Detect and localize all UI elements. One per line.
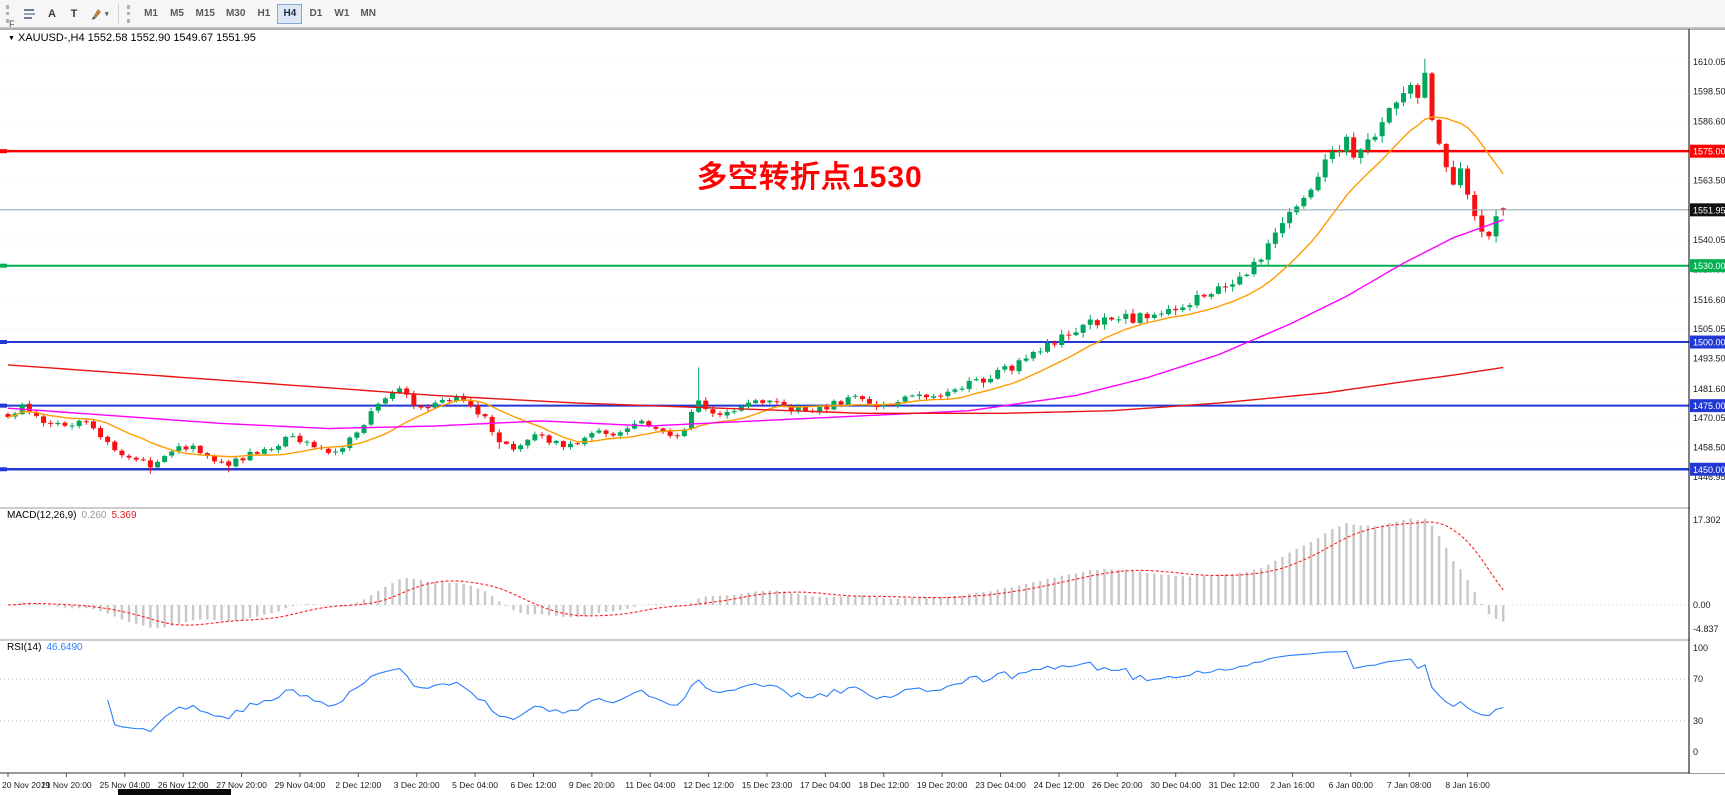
time-axis-label: 6 Jan 00:00	[1329, 780, 1374, 790]
time-axis-label: 25 Nov 04:00	[99, 780, 150, 790]
time-axis-label: 17 Dec 04:00	[800, 780, 851, 790]
timeframe-button-w1[interactable]: W1	[334, 8, 350, 19]
text-tool-button[interactable]: A	[48, 7, 56, 20]
timeframe-button-h1[interactable]: H1	[257, 8, 271, 19]
time-axis-label: 15 Dec 23:00	[742, 780, 793, 790]
price-axis-label: 1540.05	[1693, 235, 1725, 245]
rsi-axis-label: 30	[1693, 716, 1703, 726]
price-line-label: 1450.00	[1693, 465, 1725, 475]
time-axis-label: 31 Dec 12:00	[1209, 780, 1260, 790]
time-axis-label: 2 Dec 12:00	[335, 780, 381, 790]
price-line-label: 1575.00	[1693, 147, 1725, 157]
candles	[5, 58, 1506, 474]
time-axis-label: 8 Jan 16:00	[1445, 780, 1490, 790]
collapse-caret-icon[interactable]: ▼	[8, 35, 15, 42]
time-axis-label: 2 Jan 16:00	[1270, 780, 1315, 790]
macd-name: MACD(12,26,9)	[7, 510, 77, 521]
chart-list-button[interactable]	[18, 3, 41, 24]
toolbar-f-label[interactable]: F	[9, 19, 15, 29]
chart-annotation-text[interactable]: 多空转折点1530	[697, 161, 923, 194]
timeframe-button-m15[interactable]: M15	[195, 8, 215, 19]
price-axis-label: 1505.05	[1693, 324, 1725, 334]
time-axis-label: 7 Jan 08:00	[1387, 780, 1432, 790]
price-axis-label: 1493.50	[1693, 354, 1725, 364]
toolbar-separator	[117, 3, 119, 24]
time-axis-label: 18 Dec 12:00	[858, 780, 909, 790]
time-axis-label: 12 Dec 12:00	[683, 780, 734, 790]
timeframe-button-d1[interactable]: D1	[309, 8, 323, 19]
rsi-line	[107, 650, 1504, 733]
time-axis-label: 3 Dec 20:00	[394, 780, 440, 790]
macd-axis-label: -4.837	[1693, 624, 1719, 634]
toolbar: A T ▾ M1 M5 M15 M30 H1 H4 D1 W1 MN	[0, 0, 1725, 28]
ma-magenta-line	[7, 219, 1504, 430]
brush-icon	[92, 9, 101, 20]
time-axis-label: 9 Dec 20:00	[569, 780, 615, 790]
draw-tool-button[interactable]: ▾	[85, 3, 114, 24]
rsi-panel	[0, 650, 1689, 733]
timeframe-button-mn[interactable]: MN	[360, 8, 376, 19]
list-icon	[24, 9, 35, 19]
time-axis-label: 29 Nov 04:00	[275, 780, 326, 790]
price-axis-label: 1563.50	[1693, 175, 1725, 185]
macd-panel	[0, 518, 1689, 629]
timeframe-button-m1[interactable]: M1	[144, 8, 158, 19]
chart-title-row: ▼ XAUUSD-,H4 1552.58 1552.90 1549.67 155…	[8, 32, 256, 44]
time-axis-label: 5 Dec 04:00	[452, 780, 498, 790]
macd-value-signal: 5.369	[111, 510, 137, 521]
price-line-label: 1475.00	[1693, 401, 1725, 411]
macd-indicator-label: MACD(12,26,9) 0.260 5.369	[7, 510, 137, 521]
price-axis-label: 1470.05	[1693, 413, 1725, 423]
macd-axis-label: 17.302	[1693, 515, 1721, 525]
toolbar-grip[interactable]	[6, 4, 14, 23]
price-gridlines	[0, 61, 1689, 478]
time-axis-label: 6 Dec 12:00	[511, 780, 557, 790]
time-axis-label: 27 Nov 20:00	[216, 780, 267, 790]
price-axis-label: 1481.60	[1693, 384, 1725, 394]
time-axis-label: 26 Nov 12:00	[158, 780, 209, 790]
macd-axis-label: 0.00	[1693, 600, 1711, 610]
price-axis-label: 1458.50	[1693, 443, 1725, 453]
time-axis-label: 26 Dec 20:00	[1092, 780, 1143, 790]
rsi-axis-label: 100	[1693, 643, 1708, 653]
dropdown-caret-icon: ▾	[105, 10, 109, 18]
toolbar-grip-2[interactable]	[126, 4, 135, 23]
price-line-label: 1500.00	[1693, 338, 1725, 348]
rsi-name: RSI(14)	[7, 642, 42, 653]
time-axis-label: 11 Dec 04:00	[625, 780, 675, 790]
cursor-tool-button[interactable]: T	[70, 7, 78, 20]
rsi-value: 46.6490	[46, 642, 83, 653]
ma-orange-line	[7, 116, 1504, 458]
chart-title: XAUUSD-,H4 1552.58 1552.90 1549.67 1551.…	[18, 32, 256, 44]
timeframe-button-m5[interactable]: M5	[170, 8, 184, 19]
price-line-label: 1530.00	[1693, 261, 1725, 271]
current-price-label: 1551.95	[1693, 205, 1725, 215]
ma-red-line	[7, 364, 1504, 414]
macd-signal-line	[7, 521, 1504, 626]
price-axis-label: 1446.95	[1693, 472, 1725, 482]
bottom-black-bar	[118, 789, 231, 795]
timeframe-button-h4[interactable]: H4	[277, 3, 303, 24]
timeframe-toolbar: M1 M5 M15 M30 H1 H4 D1 W1 MN	[139, 3, 381, 24]
time-axis-label: 21 Nov 20:00	[41, 780, 92, 790]
time-axis-label: 20 Nov 2019	[2, 780, 50, 790]
time-axis-label: 24 Dec 12:00	[1034, 780, 1085, 790]
time-axis-label: 23 Dec 04:00	[975, 780, 1026, 790]
rsi-axis-label: 70	[1693, 674, 1703, 684]
price-axis-label: 1610.05	[1693, 57, 1725, 67]
horizontal-line-objects[interactable]	[0, 149, 1689, 472]
time-axis-label: 19 Dec 20:00	[917, 780, 968, 790]
price-axis-label: 1598.50	[1693, 86, 1725, 96]
rsi-indicator-label: RSI(14) 46.6490	[7, 642, 83, 653]
macd-value-main: 0.260	[81, 510, 107, 521]
timeframe-button-m30[interactable]: M30	[225, 8, 246, 19]
price-axis-label: 1586.60	[1693, 117, 1725, 127]
rsi-axis-label: 0	[1693, 747, 1698, 757]
price-axis[interactable]: 1610.051598.501586.601563.501540.051528.…	[1688, 29, 1725, 773]
price-axis-label: 1516.60	[1693, 295, 1725, 305]
time-axis-label: 30 Dec 04:00	[1150, 780, 1201, 790]
